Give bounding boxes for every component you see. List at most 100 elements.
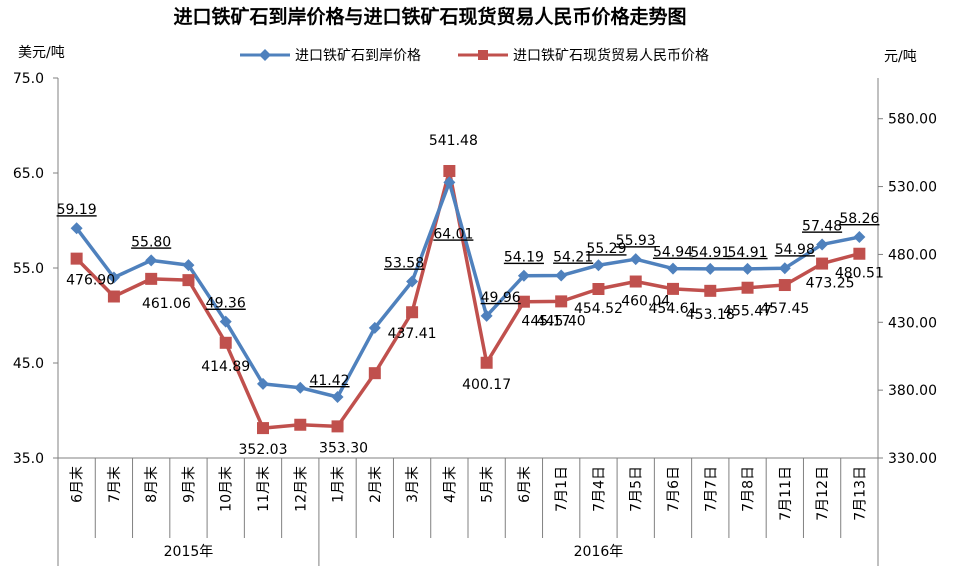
data-point-usd — [816, 238, 829, 251]
legend-label-rmb: 进口铁矿石现货贸易人民币价格 — [513, 47, 709, 64]
data-point-usd — [517, 269, 530, 282]
data-label-rmb: 353.30 — [319, 440, 368, 456]
data-label-usd: 55.80 — [131, 234, 171, 250]
right-axis-tick-label: 380.00 — [888, 383, 937, 399]
data-label-rmb: 455.47 — [723, 304, 772, 320]
data-label-usd: 54.98 — [775, 242, 815, 258]
x-axis-tick-label: 7月4日 — [591, 466, 607, 512]
right-axis-tick-label: 480.00 — [888, 247, 937, 263]
data-point-usd — [667, 262, 679, 275]
series-line-usd — [75, 180, 860, 399]
data-label-usd: 64.01 — [433, 226, 473, 242]
data-point-usd — [70, 222, 83, 235]
data-label-rmb: 445.40 — [537, 313, 586, 329]
x-axis-tick-label: 4月末 — [442, 466, 458, 503]
data-point-rmb — [480, 356, 493, 369]
x-axis-tick-label: 1月末 — [331, 466, 347, 503]
data-label-rmb: 454.61 — [649, 301, 698, 317]
x-axis-tick-label: 7月11日 — [778, 466, 794, 521]
data-point-rmb — [555, 295, 568, 308]
data-point-rmb — [70, 252, 83, 265]
data-label-usd: 58.26 — [839, 211, 879, 227]
data-point-rmb — [778, 279, 791, 292]
data-label-rmb: 473.25 — [806, 276, 855, 292]
data-label-rmb: 454.52 — [574, 301, 623, 317]
data-point-rmb — [741, 281, 754, 294]
data-point-usd — [182, 259, 195, 272]
right-axis-tick-label: 330.00 — [888, 451, 937, 467]
data-point-usd — [219, 315, 232, 328]
data-label-rmb: 453.18 — [686, 307, 735, 323]
data-point-usd — [257, 377, 269, 390]
legend-marker-usd — [259, 49, 271, 61]
data-point-usd — [294, 381, 307, 394]
x-axis-tick-label: 9月末 — [181, 466, 197, 503]
data-point-rmb — [182, 274, 195, 287]
data-point-usd — [778, 262, 791, 275]
data-label-usd: 54.91 — [690, 245, 730, 261]
data-label-rmb: 400.17 — [462, 377, 511, 393]
left-axis-tick-label: 45.0 — [13, 356, 44, 372]
right-axis-tick-label: 580.00 — [888, 112, 937, 128]
x-axis-tick-label: 7月13日 — [852, 466, 868, 521]
data-label-usd: 54.19 — [504, 250, 544, 266]
legend-label-usd: 进口铁矿石到岸价格 — [295, 48, 421, 64]
data-point-rmb — [257, 422, 269, 435]
data-point-rmb — [517, 295, 530, 308]
data-point-rmb — [667, 282, 679, 295]
x-axis-tick-label: 7月末 — [107, 466, 123, 503]
data-label-rmb: 457.45 — [760, 301, 809, 317]
data-label-rmb: 352.03 — [239, 442, 288, 458]
data-label-rmb: 461.06 — [142, 296, 191, 312]
data-point-usd — [592, 259, 605, 272]
data-label-rmb: 437.41 — [388, 326, 437, 342]
x-axis-tick-label: 7月5日 — [629, 466, 645, 512]
x-axis-tick-label: 7月7日 — [703, 466, 719, 512]
x-axis-tick-label: 8月末 — [144, 466, 160, 503]
data-label-usd: 55.29 — [586, 241, 626, 257]
data-point-usd — [704, 262, 717, 275]
data-label-usd: 55.93 — [616, 233, 656, 249]
data-label-rmb: 445.17 — [521, 314, 570, 330]
right-axis-tick-label: 530.00 — [888, 180, 937, 196]
data-point-rmb — [219, 336, 232, 349]
left-axis-unit: 美元/吨 — [18, 45, 65, 61]
data-label-usd: 59.19 — [57, 202, 97, 218]
data-point-rmb — [331, 420, 344, 433]
data-point-usd — [145, 254, 158, 267]
x-axis-tick-label: 2月末 — [368, 466, 384, 503]
data-label-rmb: 541.48 — [429, 133, 478, 149]
data-point-rmb — [443, 164, 456, 177]
data-label-usd: 49.36 — [206, 296, 246, 312]
data-point-rmb — [629, 275, 642, 288]
data-point-usd — [480, 309, 493, 322]
x-axis-tick-label: 11月末 — [256, 466, 272, 512]
data-label-usd: 54.21 — [553, 250, 593, 266]
right-axis-unit: 元/吨 — [884, 49, 917, 65]
data-point-rmb — [592, 283, 605, 296]
data-point-usd — [406, 275, 419, 288]
data-label-usd: 53.58 — [384, 255, 424, 271]
data-point-usd — [741, 262, 754, 275]
x-axis-tick-label: 12月末 — [293, 466, 309, 512]
left-axis-tick-label: 55.0 — [13, 261, 44, 277]
data-point-rmb — [145, 272, 158, 285]
year-group-label: 2015年 — [164, 544, 214, 560]
data-point-usd — [107, 271, 120, 284]
x-axis-tick-label: 6月末 — [70, 466, 86, 503]
data-point-rmb — [368, 367, 381, 380]
data-point-rmb — [107, 290, 120, 303]
x-axis-tick-label: 7月1日 — [554, 466, 570, 512]
data-label-rmb: 476.90 — [66, 273, 115, 289]
series-line-rmb — [75, 169, 860, 430]
data-point-usd — [331, 391, 344, 404]
data-point-usd — [555, 269, 568, 282]
data-point-rmb — [406, 306, 419, 319]
left-axis-tick-label: 75.0 — [13, 71, 44, 87]
x-axis-tick-label: 7月8日 — [741, 466, 757, 512]
data-point-usd — [629, 253, 642, 266]
data-label-rmb: 414.89 — [201, 359, 250, 375]
data-point-usd — [853, 231, 866, 244]
legend-marker-rmb — [478, 50, 488, 60]
